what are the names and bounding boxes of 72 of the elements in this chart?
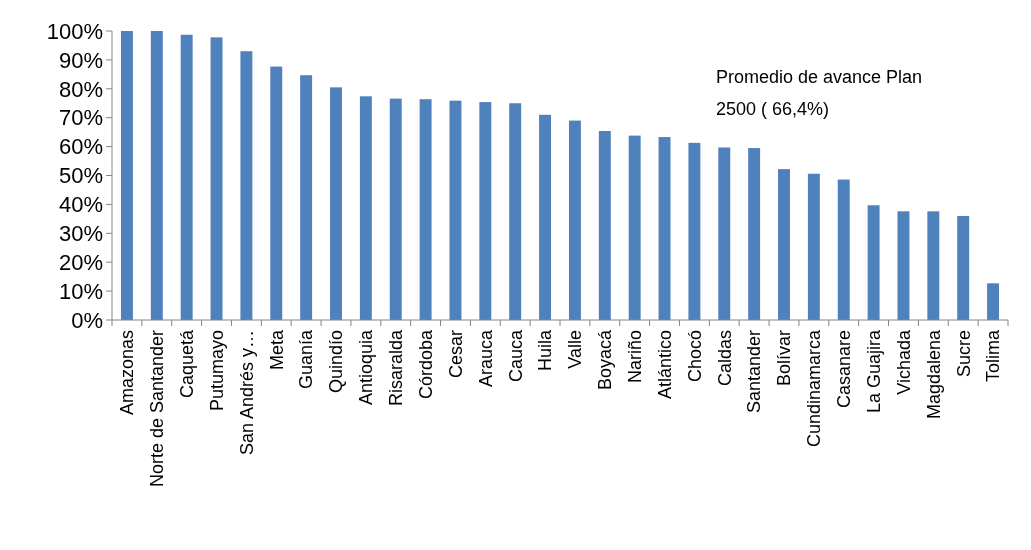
x-tick-label: La Guajira: [863, 329, 884, 414]
bar: [539, 114, 552, 320]
y-tick-label: 20%: [58, 249, 103, 275]
x-tick-label: Valle: [565, 330, 586, 369]
x-tick-label: Nariño: [624, 330, 645, 384]
bar: [658, 137, 671, 320]
x-tick-label: Atlántico: [654, 330, 675, 400]
y-tick-label: 90%: [58, 47, 103, 73]
bar: [389, 98, 402, 320]
x-tick-label: Casanare: [834, 330, 855, 409]
x-tick-label: Bolívar: [774, 330, 795, 387]
y-tick-label: 80%: [58, 76, 103, 102]
bar: [598, 130, 611, 320]
bar: [359, 96, 372, 320]
y-tick-label: 40%: [58, 192, 103, 218]
y-tick-label: 50%: [58, 163, 103, 189]
bar: [987, 283, 1000, 320]
x-tick-label: Huila: [535, 329, 556, 372]
bar: [419, 99, 432, 320]
bar: [688, 142, 701, 320]
y-tick-label: 60%: [58, 134, 103, 160]
x-tick-label: Antioquia: [356, 329, 377, 406]
bar: [748, 148, 761, 320]
x-tick-label: Caldas: [714, 330, 735, 387]
x-tick-label: Santander: [744, 330, 765, 414]
x-tick-label: Meta: [266, 329, 287, 371]
x-tick-label: Risaralda: [386, 329, 407, 407]
bar: [449, 100, 462, 320]
bar: [270, 66, 283, 320]
bar: [837, 179, 850, 320]
bar: [718, 147, 731, 320]
bar: [867, 205, 880, 320]
bar: [210, 37, 223, 320]
y-tick-label: 70%: [58, 105, 103, 131]
x-tick-label: Guanía: [296, 329, 317, 390]
bar: [927, 211, 940, 320]
x-tick-label: Putumayo: [206, 330, 227, 412]
x-tick-label: Cesar: [445, 330, 466, 379]
bar: [330, 87, 342, 320]
x-tick-label: Cauca: [505, 329, 526, 383]
bar: [479, 102, 492, 320]
bar: [807, 173, 820, 320]
x-tick-label: Cundinamarca: [804, 329, 825, 448]
bar: [120, 31, 133, 320]
y-tick-label: 30%: [58, 221, 103, 246]
x-tick-label: Norte de Santander: [147, 330, 168, 488]
bar: [180, 34, 193, 320]
x-tick-label: Chocó: [684, 330, 705, 383]
x-tick-label: Arauca: [475, 329, 496, 388]
x-tick-label: Sucre: [953, 330, 974, 378]
bar: [150, 31, 163, 320]
x-tick-label: Boyacá: [595, 329, 616, 391]
x-tick-label: Quindío: [326, 330, 347, 394]
x-tick-label: Córdoba: [415, 329, 436, 400]
x-tick-label: Caquetá: [176, 329, 197, 399]
x-tick-label: San Andrés y…: [236, 330, 257, 456]
bar: [568, 120, 581, 320]
x-tick-label: Amazonas: [117, 330, 138, 416]
annotation: Promedio de avance Plan 2500 ( 66,4%): [716, 67, 923, 119]
bar: [628, 135, 641, 320]
bar: [509, 103, 522, 320]
x-tick-label: Vichada: [893, 329, 914, 395]
bar: [240, 51, 253, 320]
y-tick-label: 10%: [58, 278, 103, 304]
bar: [778, 169, 790, 320]
y-tick-label: 100%: [46, 18, 103, 44]
y-tick-label: 0%: [71, 307, 103, 333]
bar: [300, 75, 313, 320]
x-tick-label: Magdalena: [923, 329, 944, 420]
bar: [897, 211, 910, 320]
x-tick-label: Tolima: [983, 329, 1004, 383]
bar: [957, 215, 970, 320]
